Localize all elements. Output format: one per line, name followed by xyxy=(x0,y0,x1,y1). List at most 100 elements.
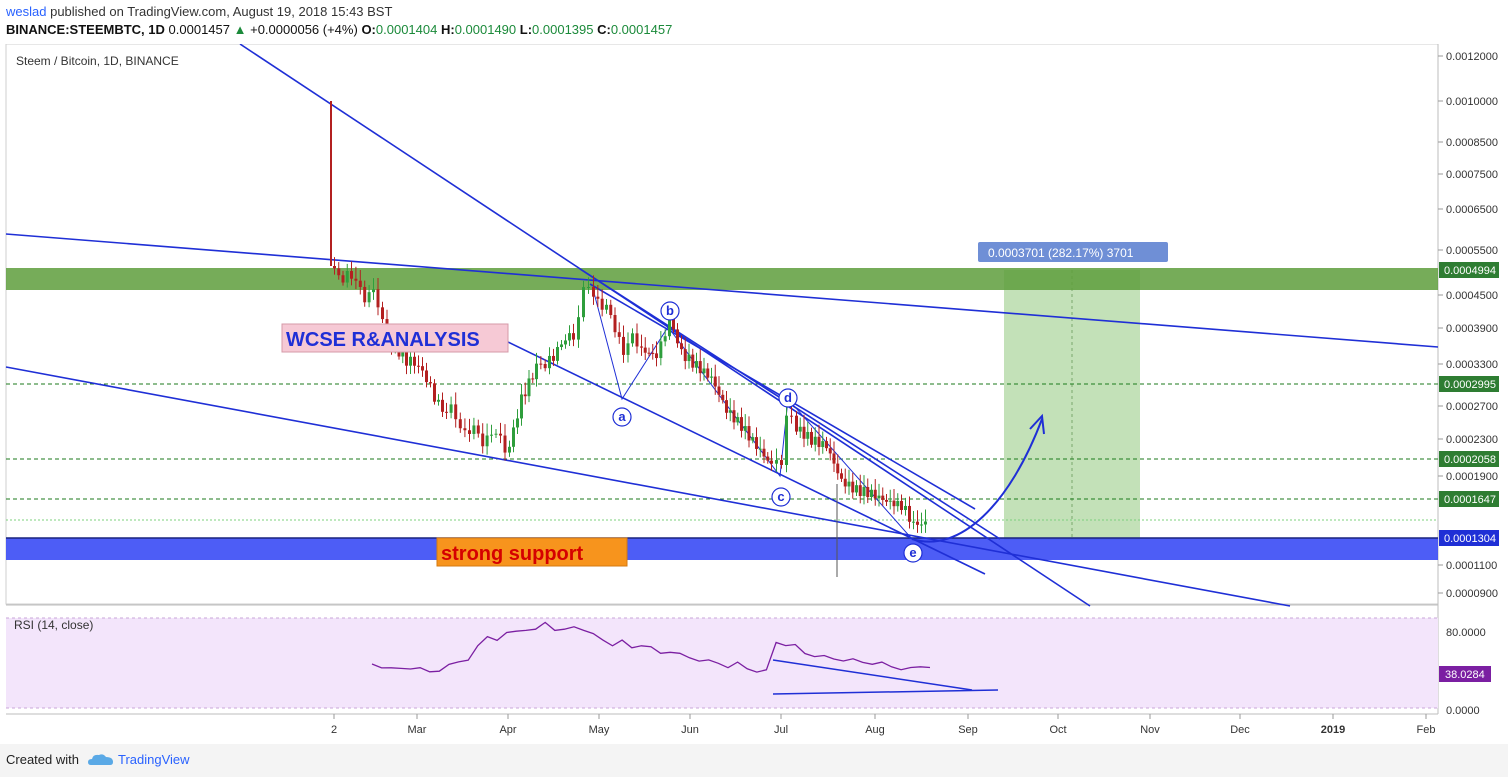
candle-body[interactable] xyxy=(858,485,862,497)
candle-body[interactable] xyxy=(851,481,855,493)
candle-body[interactable] xyxy=(358,280,362,287)
candle-body[interactable] xyxy=(494,433,498,435)
candle-body[interactable] xyxy=(855,485,858,493)
candle-body[interactable] xyxy=(535,363,538,380)
candle-body[interactable] xyxy=(725,400,728,413)
candle-body[interactable] xyxy=(916,521,919,525)
candle-body[interactable] xyxy=(721,394,725,401)
candle-body[interactable] xyxy=(341,275,345,283)
candle-body[interactable] xyxy=(512,427,515,447)
candle-body[interactable] xyxy=(463,428,467,431)
candle-body[interactable] xyxy=(421,366,424,371)
candle-body[interactable] xyxy=(568,333,571,341)
candle-body[interactable] xyxy=(381,307,384,320)
candle-body[interactable] xyxy=(751,437,755,441)
candle-body[interactable] xyxy=(367,292,371,303)
candle-body[interactable] xyxy=(499,433,502,436)
candle-body[interactable] xyxy=(433,383,436,402)
candle-body[interactable] xyxy=(810,431,813,445)
candle-body[interactable] xyxy=(596,296,600,299)
rsi-triangle[interactable] xyxy=(772,659,999,695)
candle-body[interactable] xyxy=(836,463,840,474)
candle-body[interactable] xyxy=(676,329,679,344)
candle-body[interactable] xyxy=(333,266,336,269)
candle-body[interactable] xyxy=(687,354,691,362)
candle-body[interactable] xyxy=(798,426,802,432)
candle-body[interactable] xyxy=(736,417,740,423)
candle-body[interactable] xyxy=(413,356,416,366)
candle-body[interactable] xyxy=(873,489,877,499)
price-axis[interactable]: 0.0012000 0.0010000 0.0008500 0.0007500 0.00… xyxy=(1438,51,1498,600)
candle-body[interactable] xyxy=(806,431,810,439)
candle-body[interactable] xyxy=(564,340,567,345)
candle-body[interactable] xyxy=(900,500,903,511)
candle-body[interactable] xyxy=(626,343,630,355)
time-axis[interactable]: 2 Mar Apr May Jun Jul Aug Sep Oct Nov Dec 2019 Feb xyxy=(331,714,1436,736)
candle-body[interactable] xyxy=(527,378,531,397)
candle-body[interactable] xyxy=(449,404,453,413)
candle-body[interactable] xyxy=(503,435,507,453)
candle-body[interactable] xyxy=(775,460,778,464)
candle-body[interactable] xyxy=(613,315,617,333)
candle-body[interactable] xyxy=(531,378,535,380)
username-link[interactable]: weslad xyxy=(6,4,47,19)
candle-body[interactable] xyxy=(885,499,888,502)
candle-body[interactable] xyxy=(345,271,349,283)
candle-body[interactable] xyxy=(680,343,683,350)
support-box[interactable] xyxy=(436,537,628,567)
candle-body[interactable] xyxy=(556,347,559,361)
candle-body[interactable] xyxy=(828,448,832,454)
candle-body[interactable] xyxy=(817,436,821,448)
candle-body[interactable] xyxy=(572,333,575,340)
candle-body[interactable] xyxy=(543,363,547,369)
candle-body[interactable] xyxy=(740,417,743,431)
candle-body[interactable] xyxy=(888,500,892,502)
candle-body[interactable] xyxy=(587,287,590,289)
candle-body[interactable] xyxy=(523,394,527,397)
candle-body[interactable] xyxy=(717,386,721,395)
chart-canvas[interactable]: a b c d e WCSE R&ANALYSIS strong support 0.0… xyxy=(0,44,1508,744)
candle-body[interactable] xyxy=(445,411,448,413)
resistance-zone[interactable] xyxy=(6,268,1438,290)
candle-body[interactable] xyxy=(728,410,732,413)
candle-body[interactable] xyxy=(429,382,432,384)
analysis-box[interactable] xyxy=(281,323,509,353)
candle-body[interactable] xyxy=(600,298,604,310)
candle-body[interactable] xyxy=(472,425,476,434)
candle-body[interactable] xyxy=(663,336,667,342)
candle-body[interactable] xyxy=(659,341,663,359)
candle-body[interactable] xyxy=(337,268,341,276)
candle-body[interactable] xyxy=(790,415,793,417)
candle-body[interactable] xyxy=(425,370,428,383)
candle-body[interactable] xyxy=(481,433,485,447)
candle-body[interactable] xyxy=(702,368,706,374)
candle-body[interactable] xyxy=(401,351,405,357)
candle-body[interactable] xyxy=(785,415,788,465)
candle-body[interactable] xyxy=(647,352,651,354)
candle-body[interactable] xyxy=(437,399,440,402)
candle-body[interactable] xyxy=(672,318,675,330)
candle-body[interactable] xyxy=(363,286,367,303)
candle-body[interactable] xyxy=(668,318,671,337)
candle-body[interactable] xyxy=(840,473,843,479)
candle-body[interactable] xyxy=(552,355,555,361)
candle-body[interactable] xyxy=(695,361,698,368)
candle-body[interactable] xyxy=(617,332,621,337)
candle-body[interactable] xyxy=(417,365,420,367)
candle-body[interactable] xyxy=(832,453,836,464)
candle-body[interactable] xyxy=(683,349,687,362)
candle-body[interactable] xyxy=(780,460,783,465)
tradingview-link[interactable]: TradingView xyxy=(118,752,190,767)
candle-body[interactable] xyxy=(458,419,462,429)
candle-body[interactable] xyxy=(622,336,625,355)
rsi-series[interactable] xyxy=(371,621,931,673)
support-zone[interactable] xyxy=(6,538,1438,560)
candle-body[interactable] xyxy=(372,289,375,293)
candle-body[interactable] xyxy=(560,344,563,348)
candle-body[interactable] xyxy=(904,505,907,511)
candle-body[interactable] xyxy=(441,399,444,412)
candle-body[interactable] xyxy=(758,448,762,450)
candle-body[interactable] xyxy=(508,446,511,453)
candle-body[interactable] xyxy=(635,333,639,347)
candle-body[interactable] xyxy=(698,361,702,374)
